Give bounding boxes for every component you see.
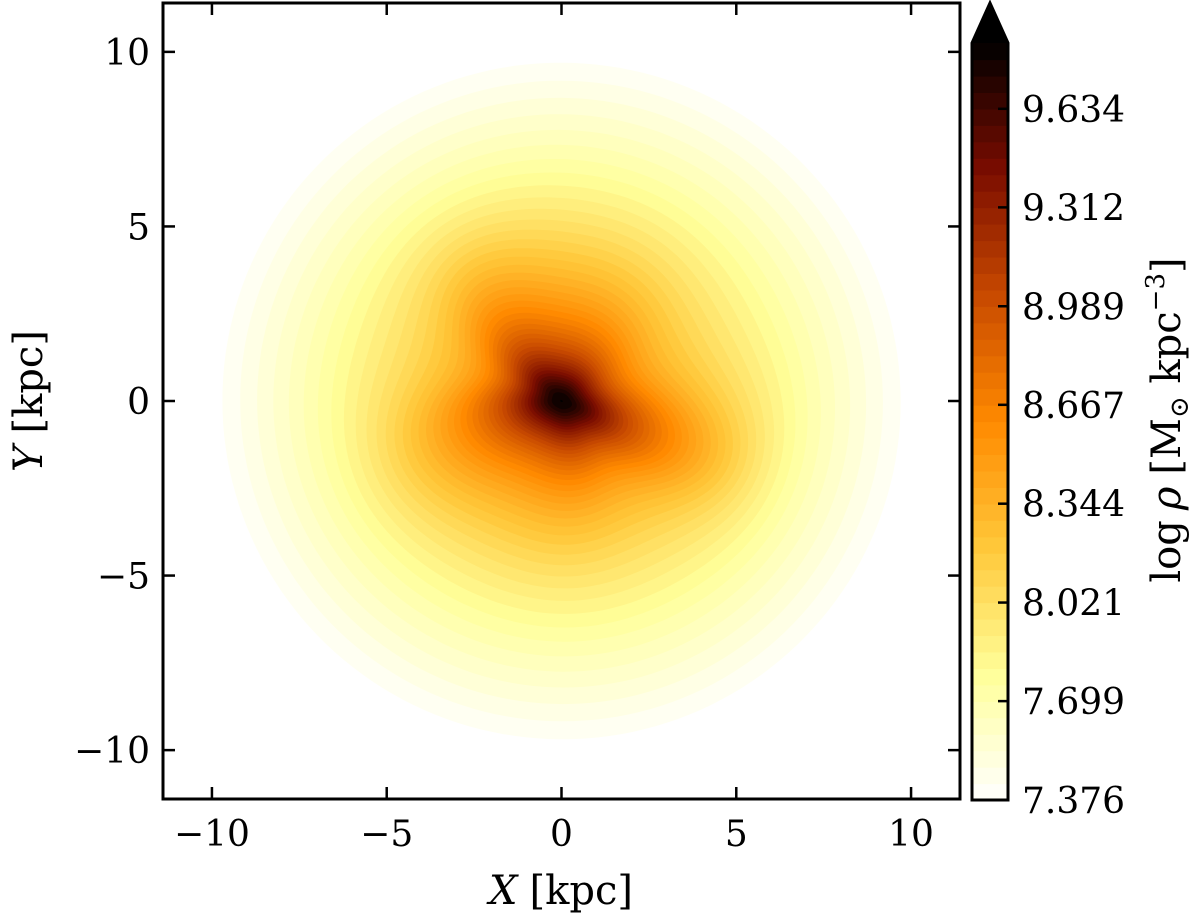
colorbar-tick-label: 8.021 — [1022, 584, 1125, 625]
colorbar-band — [972, 256, 1008, 274]
colorbar-band — [972, 240, 1008, 258]
colorbar-band — [972, 306, 1008, 324]
colorbar-band — [972, 618, 1008, 637]
x-tick-label: 5 — [725, 814, 748, 855]
colorbar-band — [972, 174, 1008, 192]
colorbar-band — [972, 289, 1008, 307]
colorbar-band — [972, 405, 1008, 423]
colorbar-band — [972, 372, 1008, 390]
colorbar-band — [972, 536, 1008, 554]
colorbar-band — [972, 339, 1008, 357]
colorbar-band — [972, 569, 1008, 587]
colorbar-band — [972, 191, 1008, 209]
colorbar-ticks: 7.376 7.699 8.021 8.344 8.667 8.989 9.312 9.634 — [998, 90, 1125, 822]
colorbar: 7.376 7.699 8.021 8.344 8.667 8.989 9.312 9.634 — [970, 0, 1125, 822]
colorbar-band — [972, 92, 1008, 110]
colorbar-band — [972, 717, 1008, 735]
colorbar-tick-label: 7.699 — [1022, 682, 1125, 723]
colorbar-band — [972, 125, 1008, 143]
y-ticks: −10 −5 0 5 10 — [74, 33, 960, 772]
y-axis-title: Y[kpc] — [6, 330, 52, 472]
colorbar-band — [972, 437, 1008, 456]
colorbar-tick-label: 9.312 — [1022, 188, 1125, 229]
colorbar-band — [972, 355, 1008, 373]
colorbar-label: logρ[M⊙ kpc−3] — [1141, 257, 1195, 582]
colorbar-band — [972, 108, 1008, 126]
colorbar-band — [972, 487, 1008, 505]
colorbar-band — [972, 43, 1008, 61]
x-tick-label: 0 — [550, 814, 573, 855]
colorbar-band — [972, 767, 1008, 785]
colorbar-band — [972, 684, 1008, 702]
contour-fill — [163, 3, 960, 799]
colorbar-tick-label: 9.634 — [1022, 90, 1125, 131]
y-tick-label: 5 — [127, 207, 150, 248]
colorbar-band — [972, 520, 1008, 538]
colorbar-band — [972, 141, 1008, 159]
colorbar-tick-label: 7.376 — [1022, 781, 1125, 822]
colorbar-tick-label: 8.989 — [1022, 287, 1125, 328]
y-tick-label: 10 — [104, 33, 150, 74]
colorbar-band — [972, 783, 1008, 801]
colorbar-band — [972, 59, 1008, 77]
colorbar-band — [972, 586, 1008, 604]
x-ticks: −10 −5 0 5 10 — [174, 3, 934, 855]
x-tick-label: −5 — [360, 814, 413, 855]
colorbar-tick-label: 8.667 — [1022, 386, 1125, 427]
colorbar-band — [972, 701, 1008, 719]
colorbar-band — [972, 750, 1008, 768]
colorbar-tick-label: 8.344 — [1022, 485, 1125, 526]
colorbar-band — [972, 421, 1008, 439]
y-tick-label: 0 — [127, 382, 150, 423]
colorbar-band — [972, 207, 1008, 225]
colorbar-band — [972, 734, 1008, 752]
colorbar-band — [972, 553, 1008, 571]
x-tick-label: 10 — [888, 814, 934, 855]
colorbar-extend-arrow — [972, 3, 1008, 43]
colorbar-band — [972, 602, 1008, 620]
colorbar-band — [972, 224, 1008, 242]
colorbar-band — [972, 470, 1008, 488]
colorbar-frame — [970, 0, 1010, 802]
plot-area: −10 −5 0 5 10 −10 −5 0 5 10 — [74, 1, 962, 855]
colorbar-band — [972, 322, 1008, 340]
colorbar-bands — [972, 43, 1008, 801]
colorbar-band — [972, 75, 1008, 93]
colorbar-band — [972, 668, 1008, 686]
colorbar-band — [972, 635, 1008, 653]
colorbar-band — [972, 503, 1008, 521]
contour-band — [560, 399, 563, 403]
colorbar-band — [972, 273, 1008, 291]
colorbar-band — [972, 454, 1008, 472]
x-axis-title: X [kpc] — [486, 868, 633, 914]
y-tick-label: −10 — [74, 731, 150, 772]
x-tick-label: −10 — [174, 814, 250, 855]
plot-frame — [161, 1, 962, 801]
colorbar-band — [972, 158, 1008, 176]
colorbar-band — [972, 651, 1008, 669]
y-tick-label: −5 — [97, 557, 150, 598]
colorbar-band — [972, 388, 1008, 406]
